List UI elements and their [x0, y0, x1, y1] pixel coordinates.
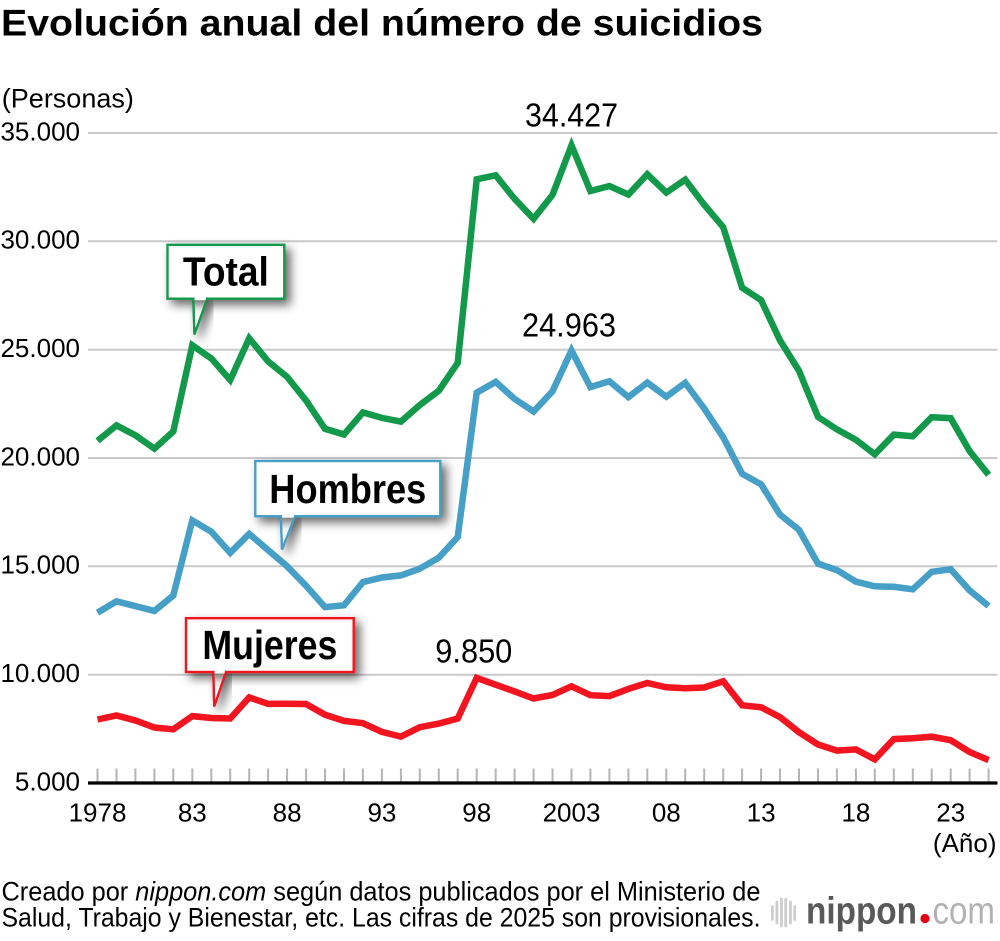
svg-text:9.850: 9.850: [435, 632, 512, 669]
svg-text:13: 13: [747, 798, 776, 828]
svg-text:25.000: 25.000: [0, 333, 80, 363]
svg-text:Hombres: Hombres: [269, 466, 426, 512]
svg-text:98: 98: [462, 798, 491, 828]
svg-text:30.000: 30.000: [0, 225, 80, 255]
svg-text:2003: 2003: [543, 798, 601, 828]
svg-text:10.000: 10.000: [0, 658, 80, 688]
svg-text:Creado por nippon.com según da: Creado por nippon.com según datos public…: [2, 876, 761, 906]
svg-text:Total: Total: [183, 249, 269, 295]
svg-text:24.963: 24.963: [522, 307, 616, 344]
svg-text:1978: 1978: [69, 798, 127, 828]
svg-text:83: 83: [178, 798, 207, 828]
svg-text:Salud, Trabajo y Bienestar, et: Salud, Trabajo y Bienestar, etc. Las cif…: [2, 903, 761, 933]
svg-text:5.000: 5.000: [15, 766, 80, 796]
svg-text:93: 93: [367, 798, 396, 828]
svg-text:88: 88: [273, 798, 302, 828]
svg-text:18: 18: [841, 798, 870, 828]
svg-text:(Personas): (Personas): [2, 84, 134, 114]
svg-text:15.000: 15.000: [0, 550, 80, 580]
svg-text:23: 23: [936, 798, 965, 828]
svg-text:com: com: [933, 890, 996, 932]
svg-text:20.000: 20.000: [0, 441, 80, 471]
svg-text:(Año): (Año): [933, 828, 997, 858]
svg-text:35.000: 35.000: [0, 116, 80, 146]
svg-text:Mujeres: Mujeres: [202, 622, 337, 668]
svg-text:34.427: 34.427: [525, 97, 618, 134]
svg-text:08: 08: [652, 798, 681, 828]
svg-text:Evolución anual del número de: Evolución anual del número de suicidios: [1, 3, 763, 44]
svg-text:nippon: nippon: [806, 890, 917, 932]
